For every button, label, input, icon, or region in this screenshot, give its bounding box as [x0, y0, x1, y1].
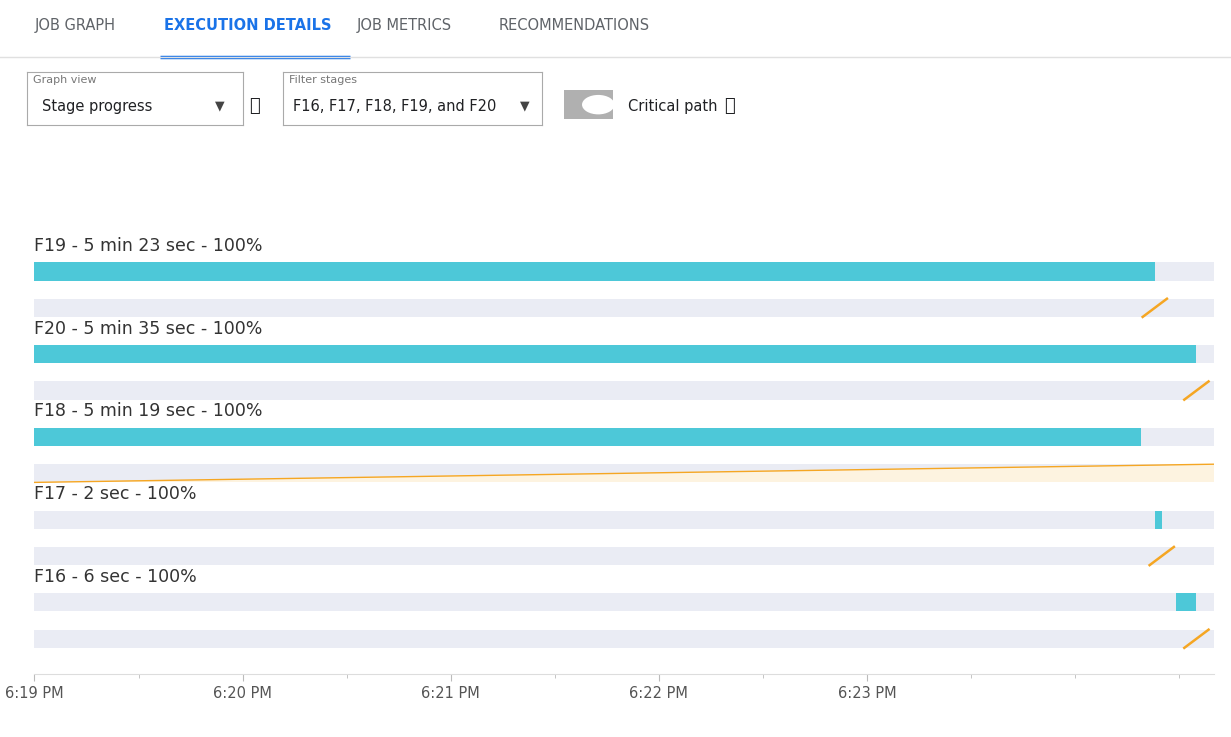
Text: Stage progress: Stage progress: [42, 99, 153, 113]
Text: F18 - 5 min 19 sec - 100%: F18 - 5 min 19 sec - 100%: [34, 402, 263, 420]
Text: ▼: ▼: [519, 99, 529, 113]
Bar: [34, 427, 1141, 446]
Bar: [34, 262, 1155, 281]
Bar: [34, 547, 1214, 565]
Bar: [34, 298, 1214, 317]
Bar: [34, 593, 1214, 612]
Text: ⓘ: ⓘ: [250, 97, 260, 115]
Bar: [34, 382, 1214, 399]
Text: Filter stages: Filter stages: [289, 75, 357, 85]
Text: ⓘ: ⓘ: [725, 97, 735, 115]
Text: ▼: ▼: [215, 99, 225, 113]
Bar: [34, 345, 1197, 363]
Bar: [1176, 593, 1197, 612]
Text: RECOMMENDATIONS: RECOMMENDATIONS: [499, 18, 650, 32]
Bar: [34, 262, 1214, 281]
Text: EXECUTION DETAILS: EXECUTION DETAILS: [164, 18, 331, 32]
FancyBboxPatch shape: [566, 94, 611, 115]
Text: F19 - 5 min 23 sec - 100%: F19 - 5 min 23 sec - 100%: [34, 237, 263, 255]
Bar: [34, 511, 1214, 528]
Bar: [34, 427, 1214, 446]
Text: Graph view: Graph view: [33, 75, 97, 85]
Text: F16 - 6 sec - 100%: F16 - 6 sec - 100%: [34, 567, 197, 586]
Text: JOB METRICS: JOB METRICS: [357, 18, 452, 32]
Text: F17 - 2 sec - 100%: F17 - 2 sec - 100%: [34, 485, 197, 503]
Bar: [34, 464, 1214, 483]
Text: F20 - 5 min 35 sec - 100%: F20 - 5 min 35 sec - 100%: [34, 320, 263, 338]
Bar: [34, 345, 1214, 363]
Polygon shape: [34, 464, 1214, 483]
Text: F16, F17, F18, F19, and F20: F16, F17, F18, F19, and F20: [293, 99, 496, 113]
Text: JOB GRAPH: JOB GRAPH: [34, 18, 116, 32]
Circle shape: [582, 95, 614, 114]
Bar: [1155, 511, 1162, 528]
Text: Critical path: Critical path: [628, 99, 718, 113]
Bar: [34, 629, 1214, 648]
